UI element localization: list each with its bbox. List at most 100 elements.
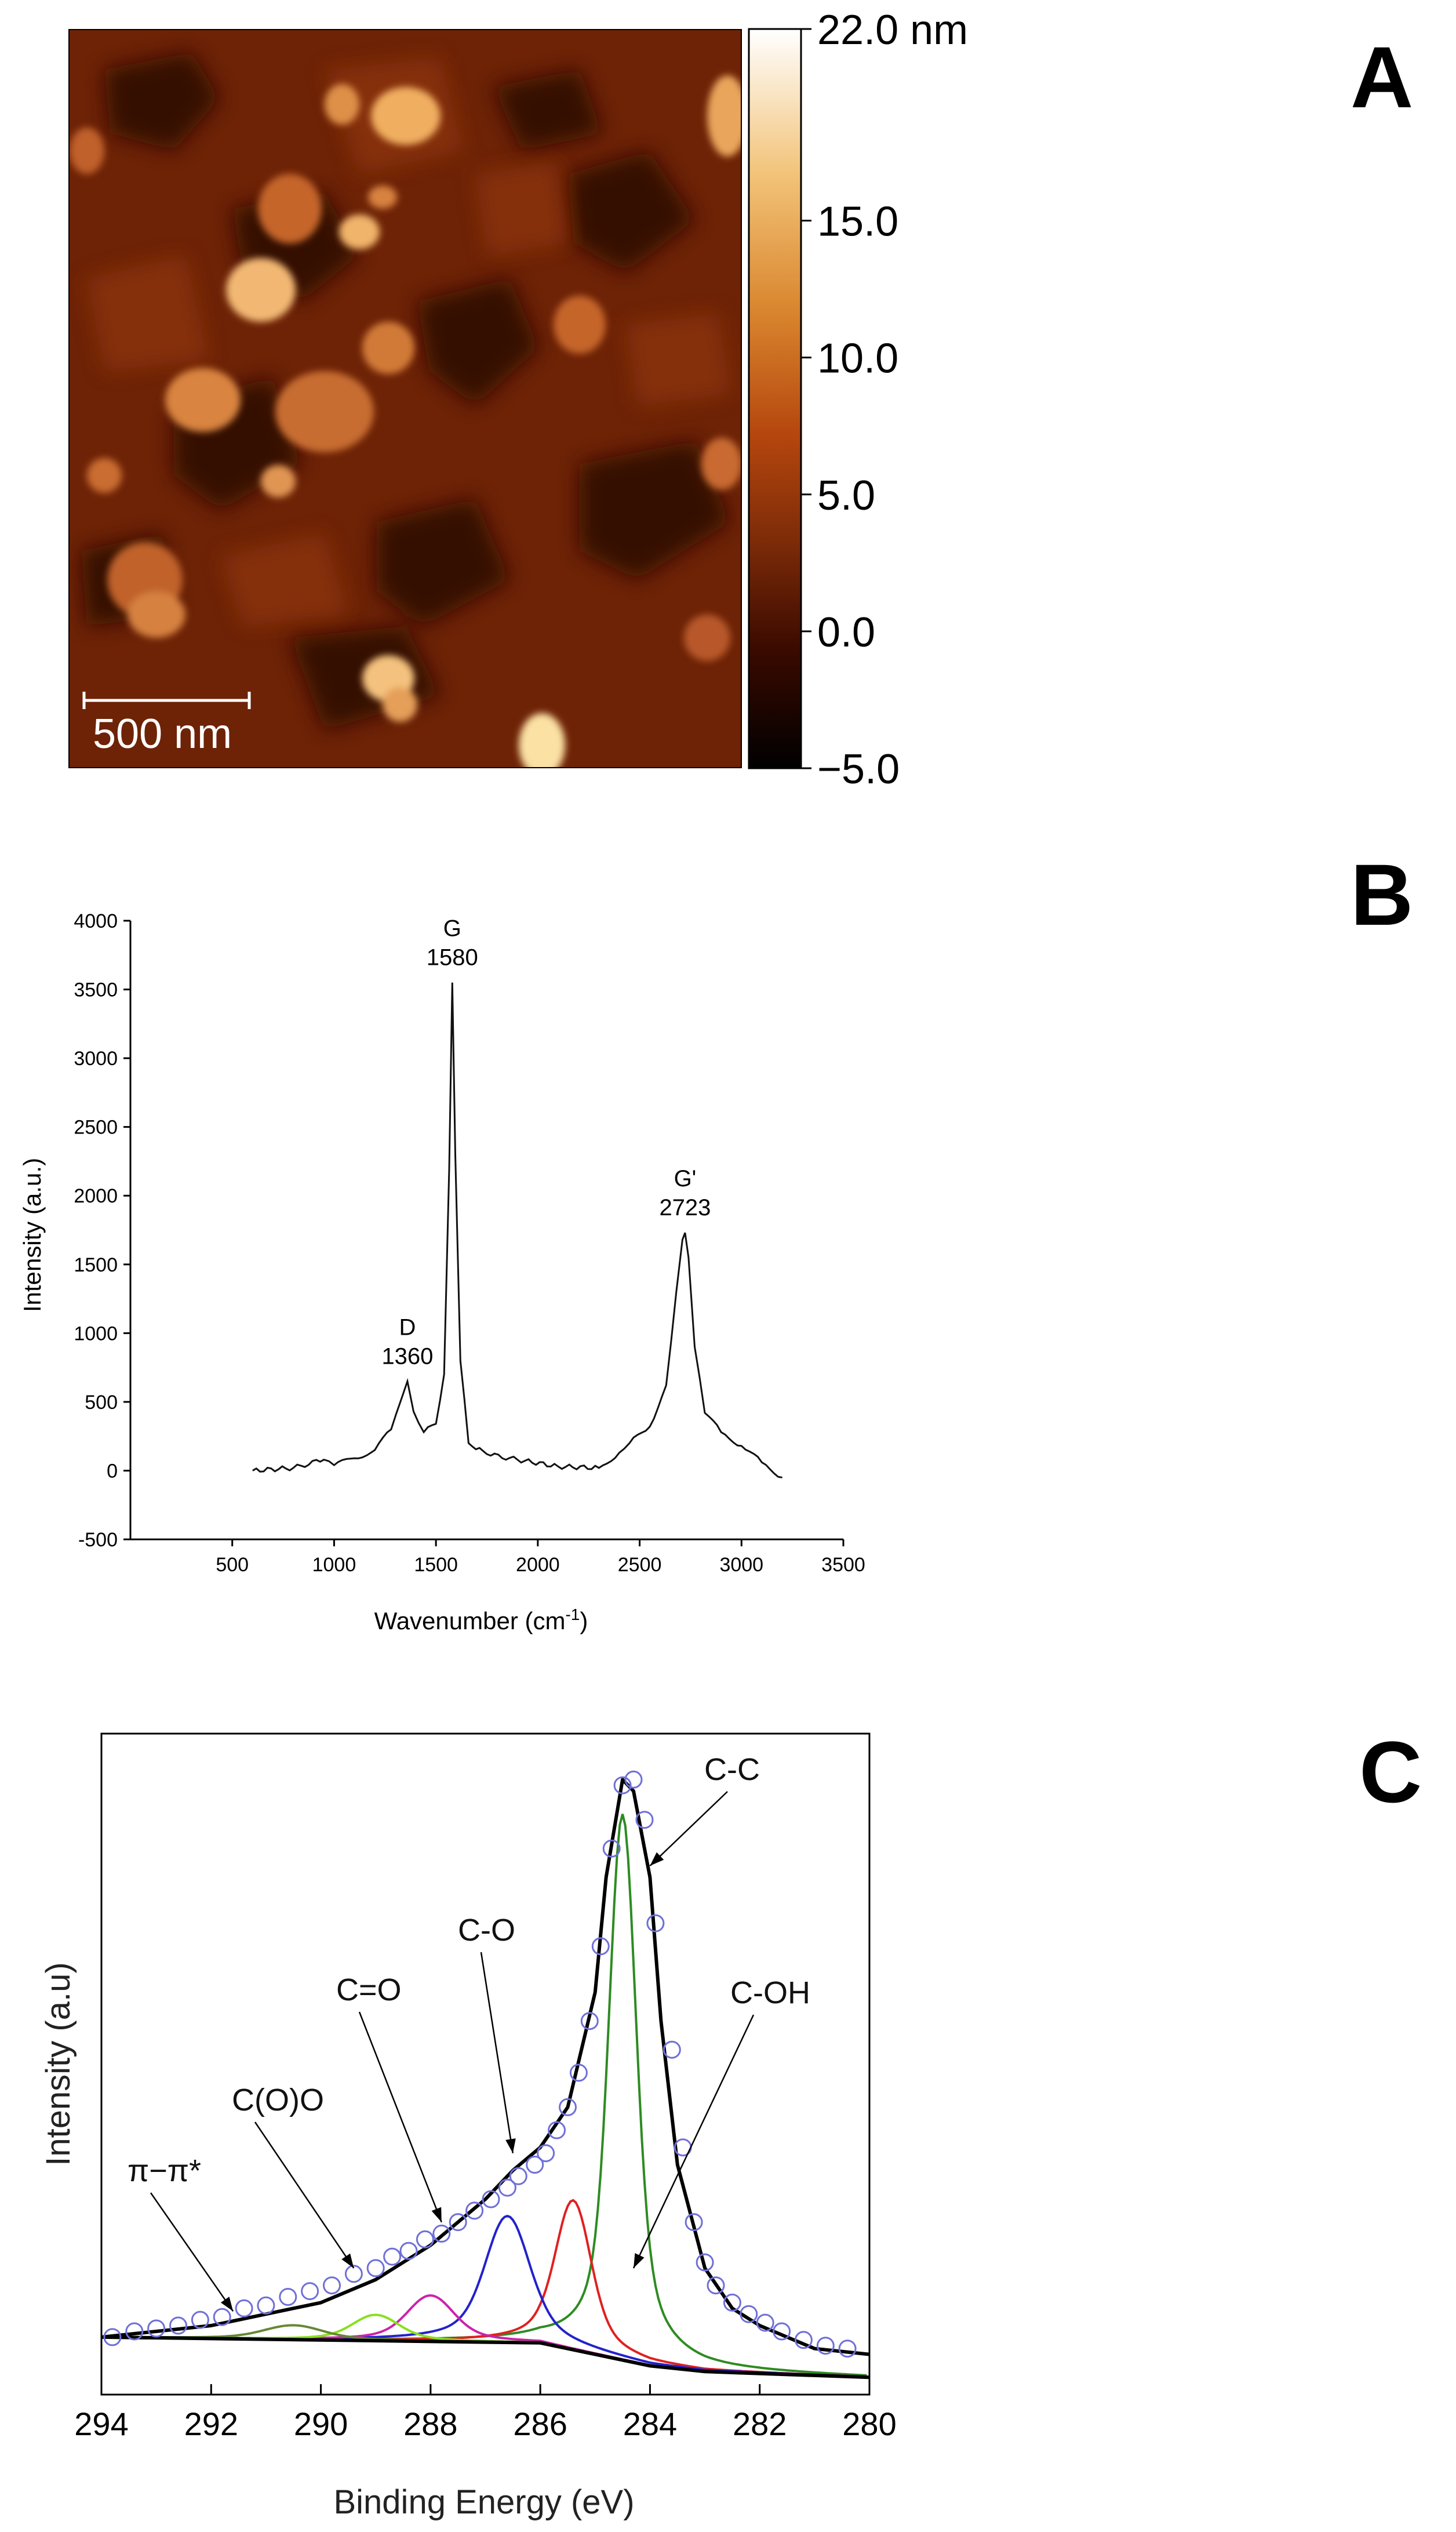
raman-spectrum-line [252,982,782,1478]
xps-component-line [101,2324,867,2378]
panel-c: C 294 292 290 288 286 284 282 280 C-C C-OH C-O C=O… [39,1723,1422,2521]
xps-data-point [613,1776,632,1794]
panel-letter-a: A [1351,28,1413,126]
raman-peak-name: G' [674,1166,697,1191]
afm-image [68,29,742,768]
raman-y-tick-label: -500 [78,1529,118,1551]
xps-data-point [537,2144,555,2163]
xps-annotation-arrow [150,2192,234,2312]
colorbar-tick-label: −5.0 [817,746,900,793]
xps-data-point [740,2305,758,2323]
xps-data-point [482,2190,500,2208]
xps-data-point [383,2247,402,2266]
raman-x-axis-label: Wavenumber (cm-1) [374,1605,588,1634]
xps-data-point [663,2040,681,2059]
xps-data-point [279,2288,297,2306]
xps-x-tick-label: 294 [74,2406,128,2442]
colorbar-tick-label: 0.0 [817,609,875,656]
xps-data-point [103,2328,122,2346]
xps-arrowhead [650,1852,664,1866]
raman-x-tick-label: 1000 [312,1554,356,1576]
xps-data-point [685,2213,703,2232]
xps-data-point [838,2340,857,2358]
xps-x-tick-label: 290 [294,2406,348,2442]
colorbar-tick-label: 22.0 nm [817,7,968,53]
xps-data-point [344,2265,363,2283]
afm-colorbar: 22.0 nm 15.0 10.0 5.0 0.0 −5.0 [748,7,968,793]
raman-peak-value: 1580 [427,945,478,971]
xps-data-point [366,2259,385,2277]
xps-x-tick-label: 292 [184,2406,238,2442]
xps-component-line [101,1814,867,2377]
xps-x-tick-label: 288 [403,2406,457,2442]
raman-y-tick-label: 1000 [74,1323,118,1345]
xps-data-point [646,1914,665,1932]
xps-arrowhead [341,2253,354,2268]
xps-data-point [569,2064,588,2082]
xps-x-tick-label: 284 [623,2406,677,2442]
xps-data-point [696,2253,714,2272]
xps-envelope-line [101,1778,869,2356]
xps-annotation-label: C-OH [730,1975,810,2010]
xps-data-point [213,2308,231,2326]
xps-arrowhead [634,2253,645,2268]
xps-y-axis-label: Intensity (a.u) [39,1962,77,2166]
raman-peak-value: 2723 [659,1195,711,1220]
raman-peak-value: 1360 [381,1343,433,1369]
xps-data-point [526,2156,544,2174]
colorbar-tick-label: 5.0 [817,473,875,519]
xps-annotation-label: C-C [704,1752,760,1787]
xps-data-point [235,2299,253,2317]
raman-y-tick-label: 2000 [74,1185,118,1207]
colorbar-tick-label: 10.0 [817,336,898,382]
xps-baseline-line [101,2335,869,2380]
panel-letter-b: B [1351,846,1413,943]
raman-axes [129,921,843,1541]
xps-data-point [257,2296,275,2315]
xps-data-point [509,2167,527,2185]
raman-y-tick-label: 3500 [74,979,118,1001]
xps-frame [100,1732,871,2396]
xps-data-point [773,2322,791,2341]
raman-x-tick-label: 500 [216,1554,249,1576]
raman-x-tick-label: 2500 [618,1554,662,1576]
raman-y-tick-label: 2500 [74,1117,118,1139]
xps-x-axis-label: Binding Energy (eV) [333,2483,634,2521]
xps-data-point [449,2213,467,2232]
xps-arrowhead [431,2207,442,2222]
xps-data-point [602,1839,621,1858]
xps-data-point [580,2012,599,2030]
xps-annotation-arrow [632,2014,755,2269]
xps-data-point [301,2282,319,2301]
xps-annotation-label: C=O [336,1972,402,2007]
afm-scale-bar: 500 nm [82,692,251,757]
panel-a: A [68,7,1413,793]
panel-letter-c: C [1359,1723,1422,1821]
xps-data-point [498,2178,516,2197]
xps-data-point [416,2230,434,2248]
xps-data-point [624,1770,643,1789]
xps-data-point [191,2311,209,2329]
raman-peak-name: G [443,916,461,942]
xps-arrowhead [505,2138,516,2153]
raman-y-tick-label: 500 [85,1392,118,1414]
xps-annotation-label: π−π* [128,2153,201,2188]
xps-data-point [723,2293,741,2312]
xps-data-point [465,2202,484,2220]
raman-y-tick-label: 4000 [74,910,118,932]
xps-data-point [591,1937,610,1956]
xps-annotation-arrow [358,2011,442,2223]
xps-x-tick-label: 282 [733,2406,787,2442]
raman-peak-name: D [399,1314,416,1340]
xps-data-point [794,2331,813,2349]
xps-data-point [548,2121,566,2139]
xps-data-point [323,2276,341,2295]
xps-component-line [101,2199,867,2378]
raman-y-tick-label: 3000 [74,1048,118,1070]
xps-data-point [147,2319,166,2338]
raman-y-tick-label: 1500 [74,1254,118,1276]
xps-annotation-arrow [649,1791,728,1866]
xps-data-point [707,2276,725,2295]
raman-x-tick-label: 2000 [516,1554,560,1576]
